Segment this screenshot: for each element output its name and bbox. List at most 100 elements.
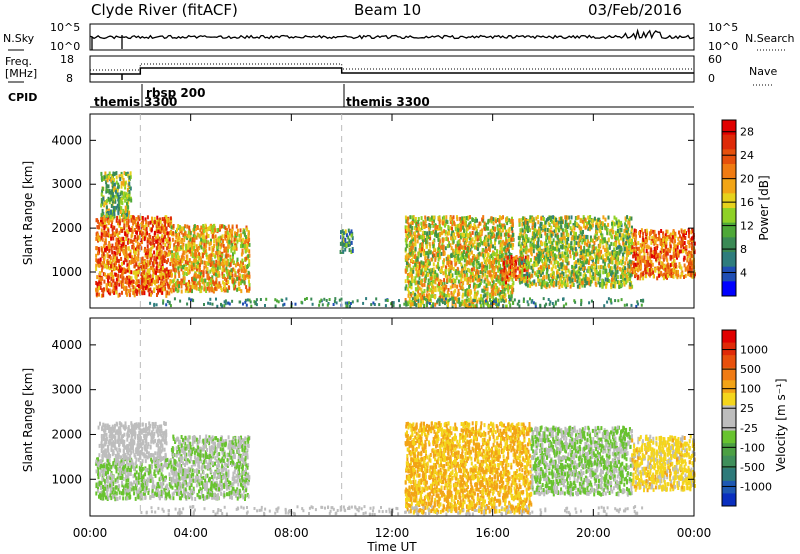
power-cell bbox=[426, 231, 429, 236]
power-cell bbox=[456, 216, 459, 221]
power-cell bbox=[432, 267, 435, 272]
power-cell bbox=[236, 287, 239, 292]
power-cell bbox=[229, 272, 232, 276]
power-cell bbox=[458, 251, 461, 256]
power-cell bbox=[128, 175, 131, 180]
power-cell bbox=[216, 244, 218, 249]
power-cell bbox=[576, 284, 579, 289]
power-cell bbox=[420, 269, 423, 274]
power-cell bbox=[452, 267, 455, 271]
power-cell bbox=[114, 284, 117, 289]
nsearch-label: N.Search bbox=[745, 32, 795, 45]
power-cell bbox=[452, 248, 455, 253]
power-cell bbox=[165, 267, 168, 272]
power-cell bbox=[471, 230, 474, 235]
power-cell bbox=[180, 230, 183, 235]
power-cell bbox=[563, 282, 566, 287]
power-cell bbox=[457, 270, 460, 275]
power-cell bbox=[138, 225, 141, 230]
freq-tick-top: 18 bbox=[60, 53, 74, 66]
power-cell bbox=[162, 228, 165, 233]
power-cell bbox=[193, 252, 196, 257]
nsky-tick-bottom: 10^0 bbox=[50, 40, 80, 53]
power-cell bbox=[159, 288, 161, 293]
power-cell bbox=[165, 260, 168, 265]
power-cell bbox=[115, 228, 118, 233]
power-cell bbox=[141, 278, 144, 283]
power-cell bbox=[168, 237, 171, 242]
power-cell bbox=[455, 298, 458, 303]
power-cell bbox=[152, 276, 154, 281]
power-cell bbox=[106, 178, 109, 183]
power-cell bbox=[413, 279, 416, 284]
power-cell bbox=[415, 223, 418, 228]
power-cell bbox=[219, 245, 222, 250]
power-cell bbox=[232, 283, 235, 288]
power-cell bbox=[132, 259, 135, 264]
power-cell bbox=[150, 290, 153, 295]
power-cell bbox=[101, 186, 104, 191]
power-cell bbox=[100, 235, 103, 240]
power-cell bbox=[134, 235, 137, 239]
power-cell bbox=[110, 219, 113, 224]
power-cell bbox=[167, 252, 170, 257]
power-cell bbox=[122, 208, 125, 213]
power-cell bbox=[157, 241, 160, 246]
power-cell bbox=[121, 212, 123, 217]
power-cell bbox=[513, 271, 515, 276]
power-cell bbox=[100, 216, 103, 221]
power-cell bbox=[161, 285, 164, 290]
power-cell bbox=[120, 243, 123, 248]
power-cell bbox=[120, 284, 123, 289]
power-cell bbox=[497, 235, 500, 240]
power-cell bbox=[193, 231, 196, 236]
power-cell bbox=[248, 283, 251, 287]
power-cell bbox=[175, 254, 178, 259]
power-cell bbox=[225, 262, 228, 267]
power-cell bbox=[186, 254, 189, 259]
power-cell bbox=[120, 257, 123, 261]
power-cell bbox=[135, 238, 138, 243]
power-cell bbox=[429, 217, 431, 222]
power-cell bbox=[461, 216, 464, 221]
power-cell bbox=[183, 271, 186, 276]
power-cell bbox=[99, 257, 102, 262]
power-cell bbox=[213, 239, 216, 244]
power-cell bbox=[207, 240, 210, 245]
power-cell bbox=[171, 259, 174, 263]
power-cell bbox=[182, 274, 185, 279]
power-cell bbox=[505, 217, 508, 222]
power-cell bbox=[100, 231, 103, 236]
power-cell bbox=[418, 276, 421, 281]
power-cell bbox=[132, 279, 135, 284]
power-cell bbox=[208, 225, 211, 230]
power-cell bbox=[225, 260, 228, 265]
power-cell bbox=[166, 246, 168, 251]
power-cell bbox=[110, 190, 113, 195]
power-cell bbox=[209, 281, 212, 286]
power-cell bbox=[136, 256, 138, 261]
power-cell bbox=[140, 229, 143, 234]
power-cell bbox=[217, 260, 220, 265]
power-cell bbox=[130, 256, 133, 261]
power-cell bbox=[137, 254, 140, 258]
power-cell bbox=[155, 266, 158, 271]
power-cell bbox=[113, 209, 115, 214]
power-cell bbox=[213, 268, 216, 273]
power-cell bbox=[110, 204, 113, 208]
power-cell bbox=[504, 225, 506, 230]
power-cell bbox=[129, 171, 132, 176]
power-cell bbox=[576, 279, 579, 284]
power-cell bbox=[165, 251, 168, 256]
power-cell bbox=[150, 252, 152, 257]
power-cell bbox=[129, 186, 132, 191]
power-cell bbox=[173, 246, 176, 251]
power-cell bbox=[117, 238, 120, 242]
power-cell bbox=[111, 227, 114, 232]
power-cell bbox=[202, 229, 205, 233]
power-cell bbox=[426, 286, 429, 291]
power-cell bbox=[597, 260, 600, 264]
power-cell bbox=[239, 281, 242, 286]
power-cell bbox=[136, 235, 139, 240]
power-cell bbox=[420, 303, 422, 308]
